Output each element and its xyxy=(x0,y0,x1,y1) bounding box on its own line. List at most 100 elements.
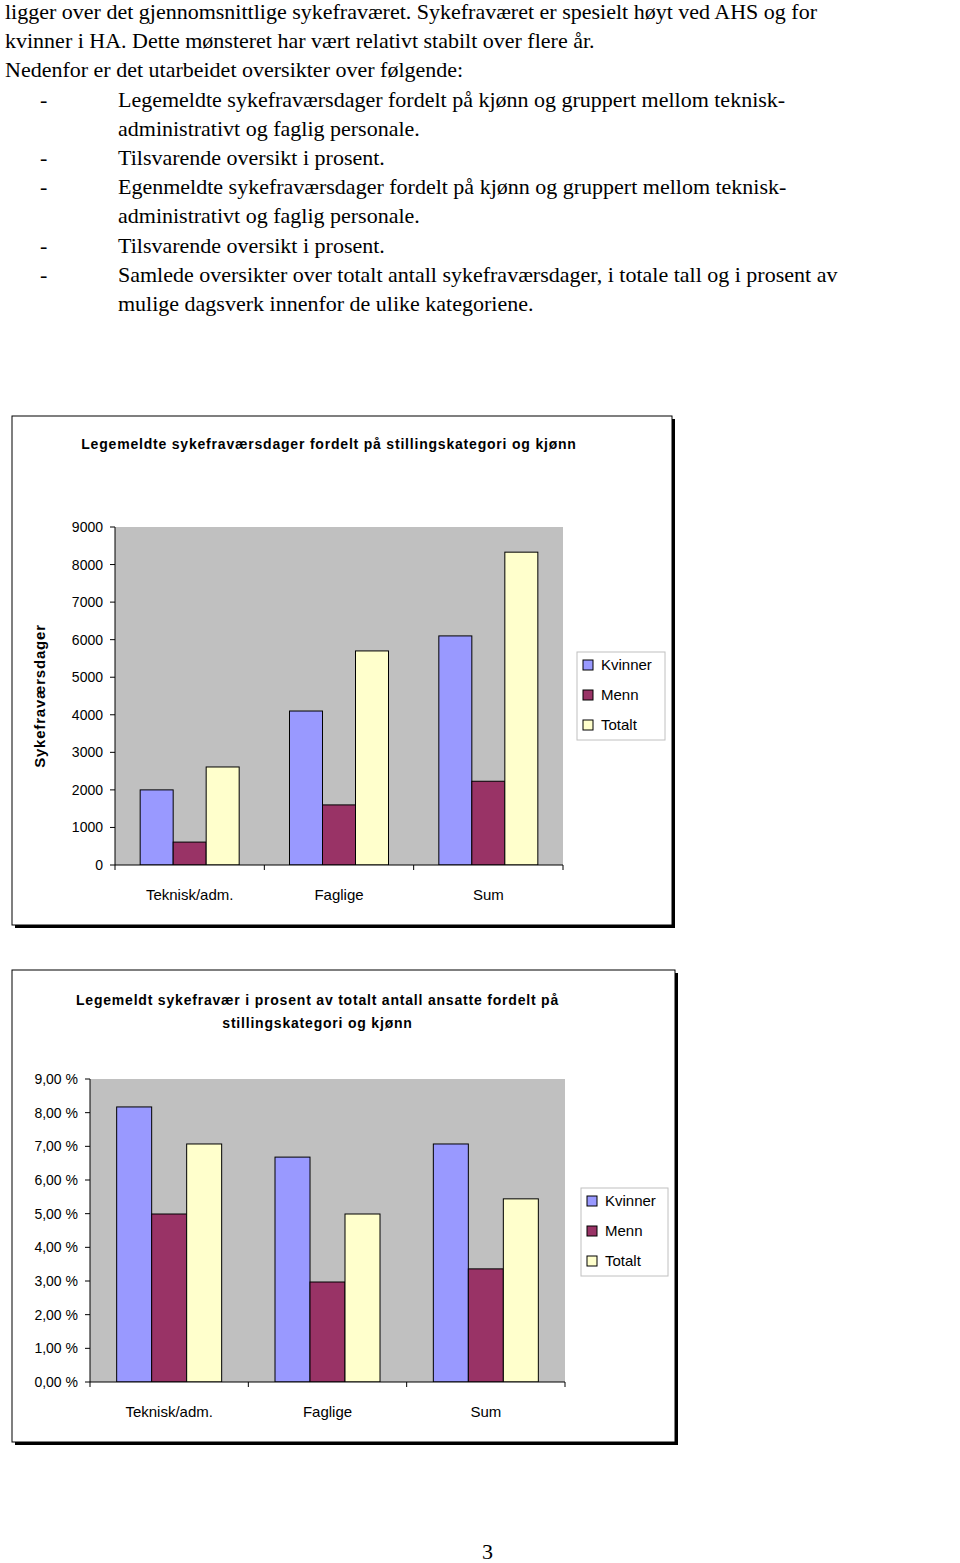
y-tick-label: 0 xyxy=(95,857,103,873)
bar xyxy=(310,1282,345,1382)
y-axis xyxy=(115,527,116,865)
y-tick xyxy=(85,1213,90,1214)
y-tick xyxy=(85,1281,90,1282)
chart-title-line: stillingskategori og kjønn xyxy=(222,1015,412,1031)
legend-swatch xyxy=(583,720,593,730)
x-tick-label: Teknisk/adm. xyxy=(125,1403,213,1420)
y-tick-label: 6,00 % xyxy=(34,1172,78,1188)
y-tick-label: 2000 xyxy=(72,782,103,798)
legend-label: Menn xyxy=(605,1222,643,1239)
chart-frame xyxy=(12,970,675,1442)
x-tick xyxy=(413,865,414,870)
list-item-line: administrativt og faglig personale. xyxy=(118,202,420,230)
y-tick xyxy=(110,639,115,640)
page-number: 3 xyxy=(482,1538,493,1563)
x-tick xyxy=(565,1382,566,1387)
y-tick-label: 2,00 % xyxy=(34,1307,78,1323)
bar xyxy=(140,790,173,865)
x-tick xyxy=(90,1382,91,1387)
legend: Kvinner Menn Totalt xyxy=(581,1188,668,1276)
legend-label: Totalt xyxy=(601,716,638,733)
paragraph-line: Nedenfor er det utarbeidet oversikter ov… xyxy=(5,56,463,84)
paragraph-line: kvinner i HA. Dette mønsteret har vært r… xyxy=(5,27,595,55)
bar xyxy=(472,781,505,865)
legend-swatch xyxy=(587,1196,597,1206)
chart-title: Legemeldte sykefraværsdager fordelt på s… xyxy=(81,436,576,452)
x-tick xyxy=(115,865,116,870)
y-tick-label: 5,00 % xyxy=(34,1206,78,1222)
bar xyxy=(206,767,239,865)
legend-label: Kvinner xyxy=(601,656,652,673)
legend: KvinnerMennTotalt xyxy=(577,652,665,740)
legend-label: Totalt xyxy=(605,1252,642,1269)
x-tick-label: Faglige xyxy=(314,886,363,903)
x-tick xyxy=(406,1382,407,1387)
legend-swatch xyxy=(587,1226,597,1236)
y-tick xyxy=(85,1247,90,1248)
y-tick xyxy=(85,1314,90,1315)
bars xyxy=(117,1107,539,1382)
y-tick xyxy=(85,1146,90,1147)
x-axis xyxy=(90,1382,565,1383)
bar xyxy=(323,805,356,865)
chart-title-line: Legemeldt sykefravær i prosent av totalt… xyxy=(76,992,559,1008)
y-tick xyxy=(110,789,115,790)
x-tick-label: Sum xyxy=(473,886,504,903)
y-tick xyxy=(110,752,115,753)
list-item-line: Egenmeldte sykefraværsdager fordelt på k… xyxy=(118,173,786,201)
legend-box xyxy=(577,652,665,740)
chart-frame xyxy=(12,416,672,925)
x-tick xyxy=(248,1382,249,1387)
y-tick-label: 4,00 % xyxy=(34,1239,78,1255)
y-tick-label: 4000 xyxy=(72,707,103,723)
x-tick-label: Sum xyxy=(470,1403,501,1420)
y-tick-label: 7,00 % xyxy=(34,1138,78,1154)
y-tick xyxy=(110,602,115,603)
bar xyxy=(345,1214,380,1382)
bar xyxy=(117,1107,152,1382)
y-tick-label: 3,00 % xyxy=(34,1273,78,1289)
y-tick xyxy=(85,1180,90,1181)
y-tick-label: 8000 xyxy=(72,557,103,573)
bar xyxy=(505,552,538,865)
y-tick xyxy=(85,1112,90,1113)
y-tick-label: 9000 xyxy=(72,519,103,535)
x-tick-label: Teknisk/adm. xyxy=(146,886,234,903)
x-tick-label: Faglige xyxy=(303,1403,352,1420)
x-tick xyxy=(264,865,265,870)
x-axis xyxy=(115,865,563,866)
list-item-line: administrativt og faglig personale. xyxy=(118,115,420,143)
chart-title-line: Legemeldte sykefraværsdager fordelt på s… xyxy=(81,436,576,452)
legend-label: Kvinner xyxy=(605,1192,656,1209)
y-tick xyxy=(85,1079,90,1080)
y-tick xyxy=(110,827,115,828)
bar xyxy=(468,1269,503,1382)
y-axis xyxy=(90,1079,91,1382)
bar xyxy=(433,1144,468,1382)
legend-box xyxy=(581,1188,668,1276)
list-marker: - xyxy=(40,86,47,114)
list-marker: - xyxy=(40,144,47,172)
bar xyxy=(187,1144,222,1382)
bar xyxy=(439,636,472,865)
plot-area xyxy=(115,527,563,865)
y-tick xyxy=(85,1382,90,1383)
list-item-line: Tilsvarende oversikt i prosent. xyxy=(118,232,385,260)
list-item-line: Legemeldte sykefraværsdager fordelt på k… xyxy=(118,86,785,114)
y-tick xyxy=(110,865,115,866)
y-tick-label: 9,00 % xyxy=(34,1071,78,1087)
y-tick-label: 1,00 % xyxy=(34,1340,78,1356)
list-item-line: Tilsvarende oversikt i prosent. xyxy=(118,144,385,172)
y-tick xyxy=(110,564,115,565)
y-tick xyxy=(110,714,115,715)
bar xyxy=(173,842,206,865)
list-marker: - xyxy=(40,173,47,201)
list-item-line: mulige dagsverk innenfor de ulike katego… xyxy=(118,290,533,318)
y-tick-label: 5000 xyxy=(72,669,103,685)
chart: Legemeldt sykefravær i prosent av totalt… xyxy=(12,970,680,1447)
y-tick xyxy=(85,1348,90,1349)
chart-title: Legemeldt sykefravær i prosent av totalt… xyxy=(76,992,559,1031)
y-tick xyxy=(110,677,115,678)
bar xyxy=(275,1157,310,1382)
y-tick-label: 8,00 % xyxy=(34,1105,78,1121)
